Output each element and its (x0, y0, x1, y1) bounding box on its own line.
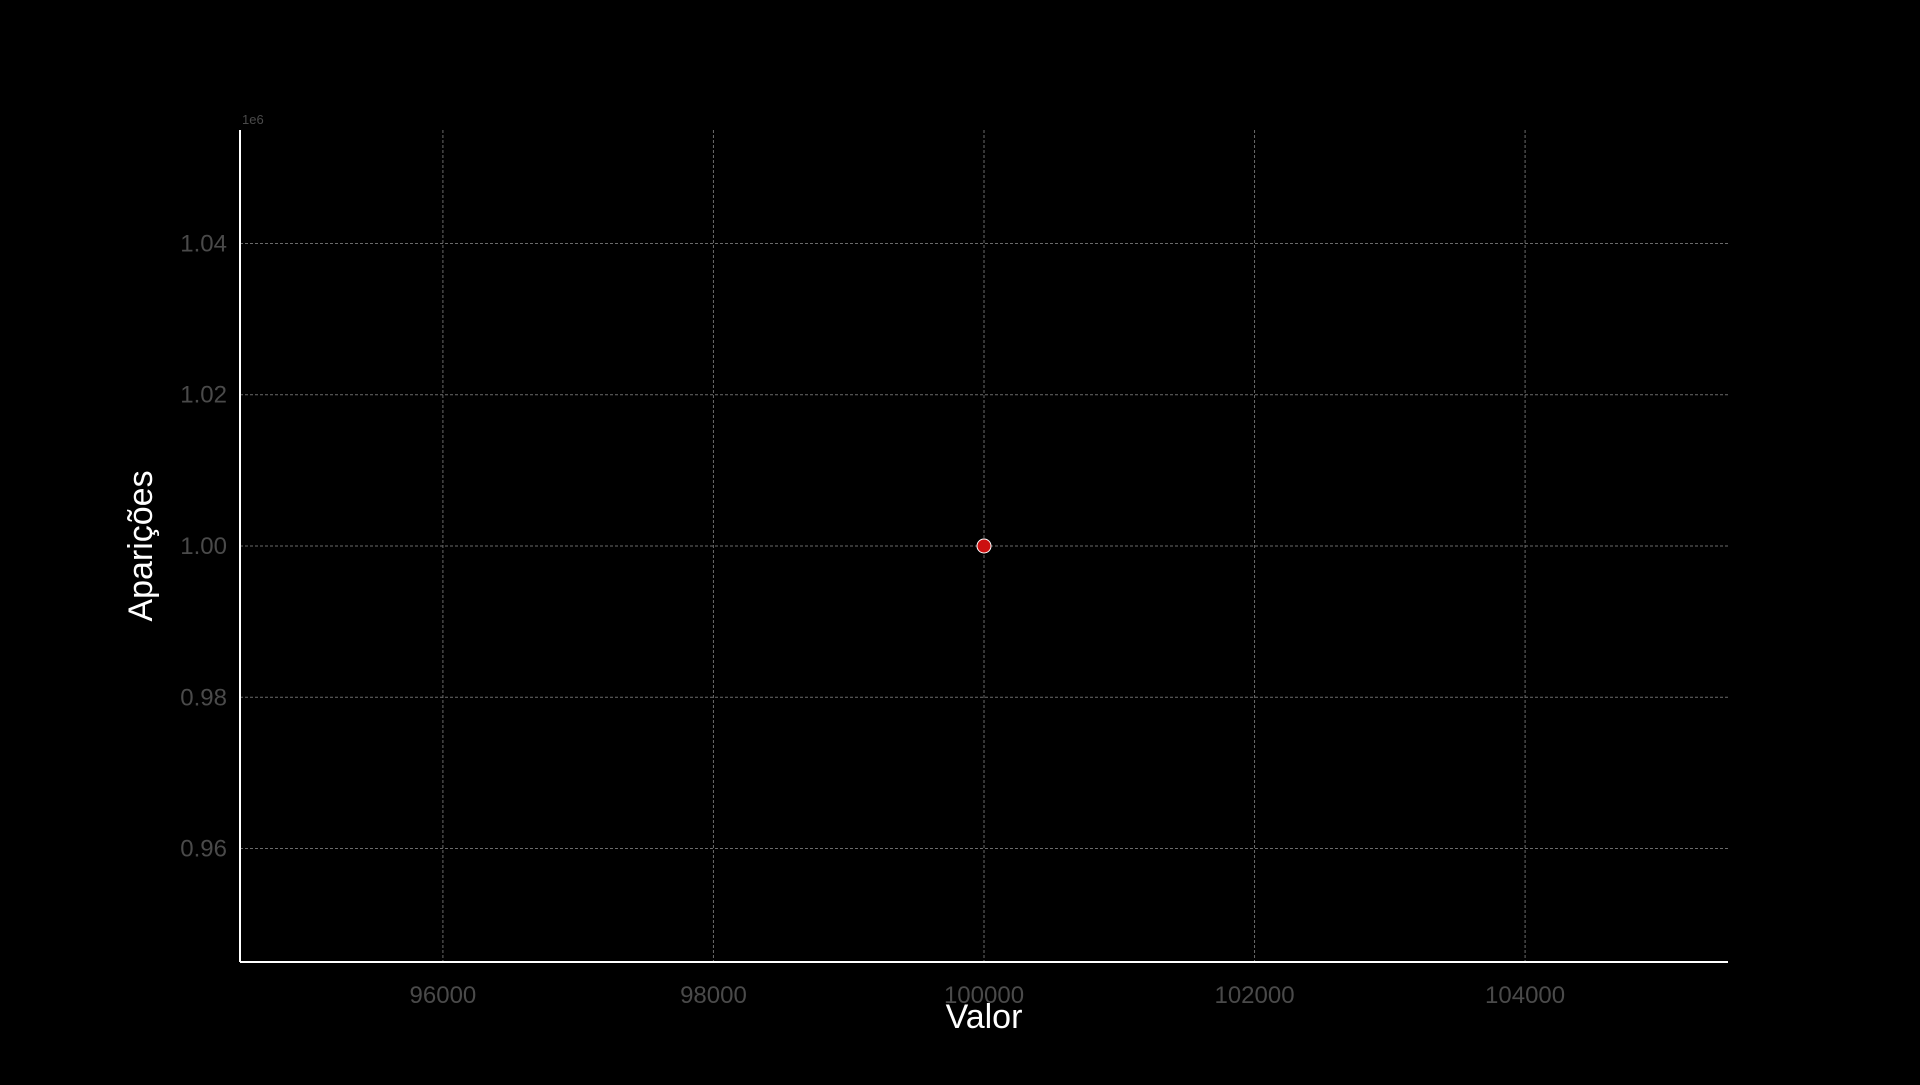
data-points (976, 538, 992, 554)
x-tick-label: 100000 (944, 982, 1024, 1009)
y-tick-label: 0.96 (180, 836, 227, 863)
scatter-point (976, 538, 992, 554)
y-tick-label: 1.02 (180, 382, 227, 409)
y-offset-label: 1e6 (242, 112, 264, 127)
x-tick-label: 104000 (1485, 982, 1565, 1009)
axes (239, 130, 1728, 963)
y-tick-labels: 0.96 0.98 1.00 1.02 1.04 (180, 230, 227, 862)
y-tick-label: 0.98 (180, 684, 227, 711)
x-tick-labels: 96000 98000 100000 102000 104000 (410, 982, 1566, 1009)
x-axis-title: Valor (946, 998, 1023, 1036)
x-tick-label: 102000 (1214, 982, 1294, 1009)
x-tick-label: 98000 (680, 982, 747, 1009)
y-axis-title: Aparições (122, 470, 160, 621)
y-tick-label: 1.00 (180, 533, 227, 560)
y-tick-label: 1.04 (180, 230, 227, 257)
x-tick-label: 96000 (410, 982, 477, 1009)
